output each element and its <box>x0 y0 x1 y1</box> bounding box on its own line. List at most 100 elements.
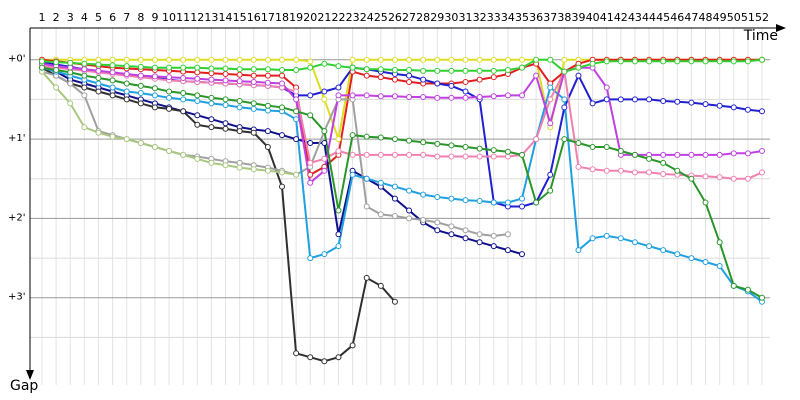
data-point <box>151 144 158 150</box>
data-point <box>335 63 342 70</box>
data-point <box>307 58 314 65</box>
series-line <box>41 58 763 73</box>
data-point <box>53 67 60 74</box>
data-point <box>335 92 342 99</box>
x-tick-label: 10 <box>162 11 176 24</box>
data-point <box>660 247 667 254</box>
y-axis-arrow <box>26 370 34 380</box>
x-tick-label: 19 <box>289 11 303 24</box>
data-point <box>406 151 413 158</box>
data-point <box>519 251 525 258</box>
data-point <box>448 153 455 160</box>
data-point <box>617 167 624 174</box>
data-point <box>166 74 173 81</box>
y-tick-label: +0' <box>8 54 26 65</box>
data-point <box>81 124 88 131</box>
data-point <box>533 72 540 79</box>
data-point <box>702 151 709 158</box>
x-tick-label: 11 <box>176 11 190 24</box>
data-point <box>504 92 511 99</box>
x-tick-label: 15 <box>233 11 247 24</box>
x-tick-label: 17 <box>261 11 275 24</box>
data-point <box>236 159 243 166</box>
data-point <box>702 101 709 108</box>
data-point <box>589 166 596 173</box>
data-point <box>377 66 384 73</box>
data-point <box>603 84 610 91</box>
data-point <box>434 219 441 226</box>
data-point <box>603 144 610 150</box>
data-point <box>307 112 314 119</box>
data-point <box>646 169 653 176</box>
data-point <box>420 56 427 63</box>
data-point <box>490 74 497 81</box>
x-tick-label: 8 <box>137 11 144 24</box>
data-point <box>137 100 144 107</box>
data-point <box>476 67 483 74</box>
data-point <box>250 72 257 79</box>
data-point <box>660 170 667 177</box>
data-point <box>519 64 525 71</box>
data-point <box>377 93 384 100</box>
data-point <box>688 151 695 158</box>
data-point <box>293 56 300 63</box>
x-tick-label: 43 <box>628 11 642 24</box>
x-tick-label: 40 <box>586 11 600 24</box>
data-point <box>307 171 314 178</box>
data-point <box>759 147 765 154</box>
data-point <box>462 67 469 74</box>
data-point <box>561 96 568 103</box>
data-point <box>335 84 342 91</box>
x-tick-label: 32 <box>473 11 487 24</box>
x-tick-label: 49 <box>713 11 727 24</box>
data-point <box>53 84 60 91</box>
data-point <box>264 79 271 86</box>
data-point <box>660 97 667 104</box>
data-point <box>448 231 455 238</box>
data-point <box>264 102 271 109</box>
x-tick-label: 52 <box>755 11 769 24</box>
data-point <box>349 56 356 63</box>
data-point <box>631 58 638 65</box>
data-point <box>109 133 116 140</box>
data-point <box>137 90 144 97</box>
data-point <box>109 62 116 69</box>
data-point <box>561 68 568 75</box>
data-point <box>236 104 243 111</box>
data-point <box>730 104 737 111</box>
data-point <box>391 151 398 158</box>
data-point <box>448 56 455 63</box>
data-point <box>391 93 398 100</box>
data-point <box>236 97 243 104</box>
data-point <box>363 66 370 73</box>
data-point <box>151 85 158 92</box>
data-point <box>716 58 723 65</box>
data-point <box>519 151 525 158</box>
data-point <box>406 215 413 222</box>
x-tick-label: 37 <box>543 11 557 24</box>
series-line <box>41 66 763 299</box>
data-point <box>377 151 384 158</box>
data-point <box>180 56 187 63</box>
data-point <box>151 64 158 71</box>
data-point <box>123 56 130 63</box>
data-point <box>406 207 413 214</box>
x-tick-label: 25 <box>374 11 388 24</box>
data-point <box>335 147 342 154</box>
data-point <box>575 140 582 147</box>
data-point <box>504 67 511 74</box>
data-point <box>293 88 300 95</box>
x-tick-label: 42 <box>614 11 628 24</box>
data-point <box>264 167 271 174</box>
x-tick-label: 20 <box>303 11 317 24</box>
data-point <box>391 76 398 83</box>
data-point <box>39 58 45 65</box>
data-point <box>631 151 638 158</box>
data-point <box>688 175 695 182</box>
data-point <box>222 71 229 78</box>
data-point <box>180 74 187 81</box>
data-point <box>504 148 511 155</box>
data-point <box>377 282 384 289</box>
data-point <box>575 72 582 79</box>
data-point <box>391 183 398 190</box>
